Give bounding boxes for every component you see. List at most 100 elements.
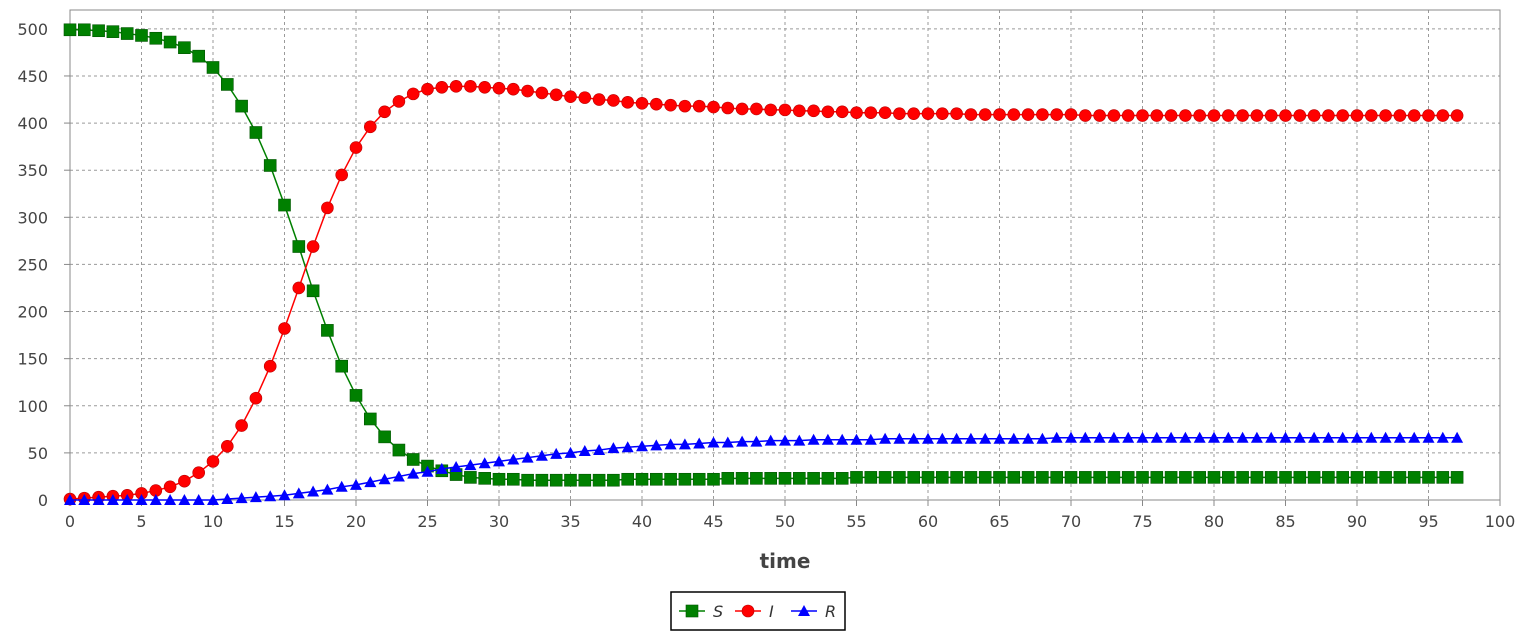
data-point-R: [607, 442, 620, 454]
data-point-I: [1379, 109, 1392, 122]
data-point-R: [1122, 431, 1135, 443]
data-point-I: [935, 107, 949, 120]
legend-item-R: R: [791, 602, 836, 621]
data-point-S: [750, 472, 763, 485]
data-point-S: [1021, 471, 1035, 484]
data-point-S: [363, 412, 377, 426]
data-point-S: [607, 473, 620, 487]
data-point-S: [950, 471, 963, 484]
data-point-R: [435, 462, 448, 474]
data-point-R: [1050, 431, 1063, 443]
data-point-R: [964, 432, 977, 444]
data-point-S: [978, 471, 992, 484]
data-point-R: [793, 434, 806, 446]
data-point-S: [1422, 471, 1435, 484]
data-point-R: [807, 433, 820, 445]
data-point-S: [1264, 471, 1278, 484]
data-point-R: [664, 438, 677, 450]
data-point-R: [1422, 431, 1435, 443]
data-point-S: [406, 453, 420, 466]
data-point-R: [1022, 432, 1035, 444]
data-point-I: [764, 103, 778, 117]
data-point-I: [1164, 109, 1178, 122]
data-point-S: [78, 23, 91, 37]
data-point-S: [993, 471, 1006, 484]
data-point-R: [1351, 431, 1363, 443]
data-point-R: [1393, 431, 1406, 443]
x-tick-label: 15: [274, 512, 294, 531]
data-point-S: [864, 471, 878, 484]
data-point-I: [850, 106, 863, 120]
data-point-R: [178, 494, 191, 505]
data-point-R: [1250, 431, 1263, 443]
data-point-S: [1207, 471, 1221, 484]
data-point-I: [864, 106, 878, 120]
legend-marker-S: [685, 604, 699, 618]
data-point-I: [878, 106, 892, 120]
x-tick-label: 5: [136, 512, 146, 531]
data-point-S: [1393, 471, 1407, 484]
data-point-I: [1193, 109, 1206, 122]
data-point-S: [192, 49, 205, 63]
data-point-R: [621, 441, 634, 453]
y-tick-label: 0: [38, 491, 48, 510]
data-point-R: [235, 492, 248, 504]
data-point-R: [821, 433, 834, 445]
data-point-I: [1207, 109, 1221, 122]
data-point-R: [779, 434, 791, 446]
series-line-S: [70, 29, 1458, 481]
data-point-S: [478, 472, 492, 485]
data-point-S: [1450, 471, 1464, 484]
data-point-I: [750, 102, 763, 116]
data-point-S: [835, 472, 849, 485]
data-point-R: [707, 436, 720, 448]
x-tick-label: 100: [1485, 512, 1516, 531]
data-point-I: [1150, 109, 1164, 122]
data-point-I: [464, 80, 477, 93]
data-point-S: [1336, 471, 1349, 484]
data-point-S: [921, 471, 935, 484]
data-point-I: [1236, 109, 1249, 122]
data-point-R: [721, 436, 734, 448]
data-point-S: [221, 78, 234, 91]
data-point-I: [421, 82, 434, 96]
data-point-I: [1422, 109, 1435, 122]
data-point-S: [1293, 471, 1307, 484]
data-point-S: [249, 126, 263, 139]
data-point-R: [78, 494, 91, 505]
legend-marker-R: [798, 605, 810, 616]
data-point-R: [192, 494, 205, 505]
data-point-I: [1250, 109, 1264, 122]
data-point-R: [736, 435, 749, 447]
data-point-S: [1350, 471, 1364, 484]
data-point-R: [936, 432, 949, 444]
data-point-I: [950, 107, 963, 120]
data-point-I: [378, 105, 391, 119]
data-point-R: [1179, 431, 1192, 443]
data-point-I: [821, 105, 835, 119]
data-point-R: [507, 453, 520, 465]
data-point-R: [893, 432, 906, 444]
data-point-S: [306, 284, 320, 298]
data-point-I: [649, 97, 663, 111]
data-point-R: [135, 494, 148, 505]
data-point-R: [650, 439, 663, 451]
data-point-R: [1150, 431, 1163, 443]
data-point-S: [578, 473, 592, 487]
data-point-S: [549, 473, 563, 487]
data-point-I: [1064, 108, 1078, 121]
data-point-S: [592, 473, 606, 487]
data-point-I: [1079, 109, 1092, 122]
data-point-R: [92, 494, 105, 505]
legend-label-I: I: [769, 602, 774, 621]
data-point-I: [535, 86, 549, 100]
data-point-S: [621, 472, 635, 486]
data-point-I: [921, 107, 935, 120]
data-point-R: [836, 433, 849, 445]
data-point-I: [478, 80, 492, 94]
data-point-I: [1407, 109, 1421, 122]
data-point-S: [1236, 471, 1249, 484]
data-point-I: [1050, 108, 1063, 121]
data-point-R: [1007, 432, 1020, 444]
